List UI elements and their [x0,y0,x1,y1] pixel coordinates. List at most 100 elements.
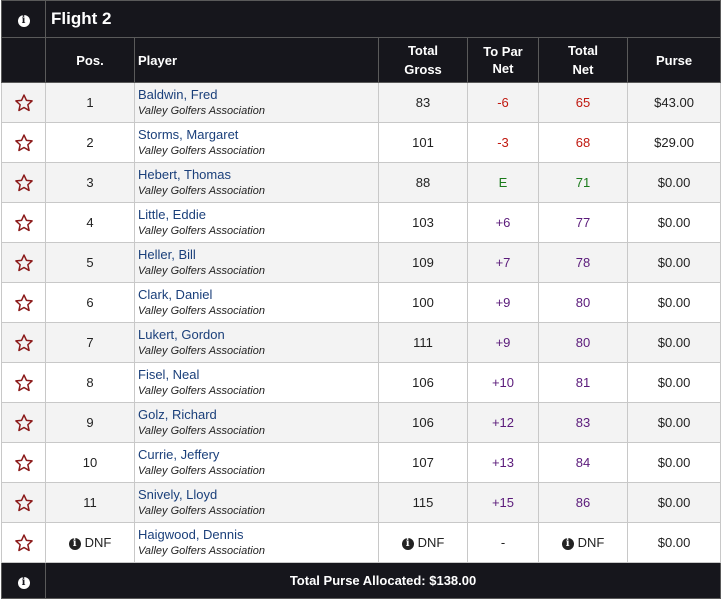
purse-cell: $0.00 [626,482,721,523]
topar-cell: - [467,522,539,563]
favorite-star-button[interactable] [1,122,46,163]
topar-cell: +6 [467,202,539,243]
gross-header-line2: Gross [404,62,442,77]
favorite-star-button[interactable] [1,202,46,243]
gross-cell: 109 [378,242,468,283]
favorite-star-button[interactable] [1,442,46,483]
table-row: 1 Baldwin, Fred Valley Golfers Associatio… [1,82,721,123]
star-outline-icon [14,293,33,311]
net-cell: 80 [538,282,628,323]
position-cell: 11 [45,482,135,523]
net-cell: 84 [538,442,628,483]
player-name-link[interactable]: Snively, Lloyd [138,486,218,502]
favorite-star-button[interactable] [1,362,46,403]
net-cell: 77 [538,202,628,243]
net-cell: 83 [538,402,628,443]
table-row: 2 Storms, Margaret Valley Golfers Associa… [1,122,721,163]
gross-column-header: Total Gross [378,37,468,83]
topar-cell: +9 [467,282,539,323]
dnf-label: DNF [84,535,112,550]
column-header-row: Pos. Player Total Gross To Par Net Total… [1,37,721,83]
favorite-star-button[interactable] [1,322,46,363]
table-row: 4 Little, Eddie Valley Golfers Associatio… [1,202,721,243]
player-cell: Storms, Margaret Valley Golfers Associati… [134,122,379,163]
purse-cell: $0.00 [626,162,721,203]
net-cell: 81 [538,362,628,403]
player-club: Valley Golfers Association [138,224,265,237]
table-row: 5 Heller, Bill Valley Golfers Association… [1,242,721,283]
total-purse-label: Total Purse Allocated: $138.00 [44,562,721,599]
player-club: Valley Golfers Association [138,384,265,397]
net-cell: 86 [538,482,628,523]
gross-cell: 107 [378,442,468,483]
favorite-column-header [1,37,46,83]
purse-cell: $0.00 [626,402,721,443]
player-name-link[interactable]: Baldwin, Fred [138,86,218,102]
net-cell: 71 [538,162,628,203]
player-cell: Haigwood, Dennis Valley Golfers Associati… [134,522,379,563]
gross-header-line1: Total [407,43,439,58]
topar-cell: +10 [467,362,539,403]
player-name-link[interactable]: Fisel, Neal [138,366,200,382]
footer-info-button[interactable]: i [1,562,46,599]
info-icon: i [401,538,414,550]
favorite-star-button[interactable] [1,162,46,203]
favorite-star-button[interactable] [1,242,46,283]
flight-header-row: i Flight 2 [1,0,721,38]
player-name-link[interactable]: Haigwood, Dennis [138,526,244,542]
favorite-star-button[interactable] [1,522,46,563]
purse-cell: $0.00 [626,442,721,483]
position-cell: 6 [45,282,135,323]
player-cell: Fisel, Neal Valley Golfers Association [134,362,379,403]
gross-cell: 106 [378,362,468,403]
topar-header-line1: To Par [483,44,523,59]
favorite-star-button[interactable] [1,402,46,443]
position-cell: 10 [45,442,135,483]
info-icon: i [561,538,574,550]
player-name-link[interactable]: Heller, Bill [138,246,196,262]
gross-cell[interactable]: i DNF [378,522,468,563]
net-cell: 80 [538,322,628,363]
player-cell: Snively, Lloyd Valley Golfers Association [134,482,379,523]
net-cell[interactable]: i DNF [538,522,628,563]
purse-column-header: Purse [626,37,721,83]
topar-cell: -6 [467,82,539,123]
player-cell: Baldwin, Fred Valley Golfers Association [134,82,379,123]
purse-cell: $43.00 [626,82,721,123]
player-cell: Little, Eddie Valley Golfers Association [134,202,379,243]
player-cell: Lukert, Gordon Valley Golfers Association [134,322,379,363]
table-row: 6 Clark, Daniel Valley Golfers Associatio… [1,282,721,323]
gross-cell: 106 [378,402,468,443]
flight-info-button[interactable]: i [1,0,46,38]
favorite-star-button[interactable] [1,282,46,323]
player-name-link[interactable]: Little, Eddie [138,206,206,222]
favorite-star-button[interactable] [1,482,46,523]
pos-column-header: Pos. [45,37,135,83]
player-name-link[interactable]: Hebert, Thomas [138,166,231,182]
position-cell[interactable]: i DNF [45,522,135,563]
player-club: Valley Golfers Association [138,344,265,357]
player-name-link[interactable]: Golz, Richard [138,406,217,422]
position-cell: 4 [45,202,135,243]
flight-title: Flight 2 [44,0,721,38]
player-cell: Hebert, Thomas Valley Golfers Association [134,162,379,203]
topar-cell: -3 [467,122,539,163]
star-outline-icon [14,173,33,191]
player-name-link[interactable]: Storms, Margaret [138,126,239,142]
net-header-line2: Net [572,62,594,77]
table-row: 9 Golz, Richard Valley Golfers Associatio… [1,402,721,443]
topar-header-line2: Net [492,61,514,76]
star-outline-icon [14,213,33,231]
position-cell: 3 [45,162,135,203]
star-outline-icon [14,253,33,271]
star-outline-icon [14,533,33,551]
player-name-link[interactable]: Lukert, Gordon [138,326,225,342]
player-name-link[interactable]: Currie, Jeffery [138,446,220,462]
purse-cell: $0.00 [626,202,721,243]
purse-cell: $0.00 [626,282,721,323]
favorite-star-button[interactable] [1,82,46,123]
gross-cell: 103 [378,202,468,243]
purse-cell: $29.00 [626,122,721,163]
player-name-link[interactable]: Clark, Daniel [138,286,213,302]
player-club: Valley Golfers Association [138,464,265,477]
